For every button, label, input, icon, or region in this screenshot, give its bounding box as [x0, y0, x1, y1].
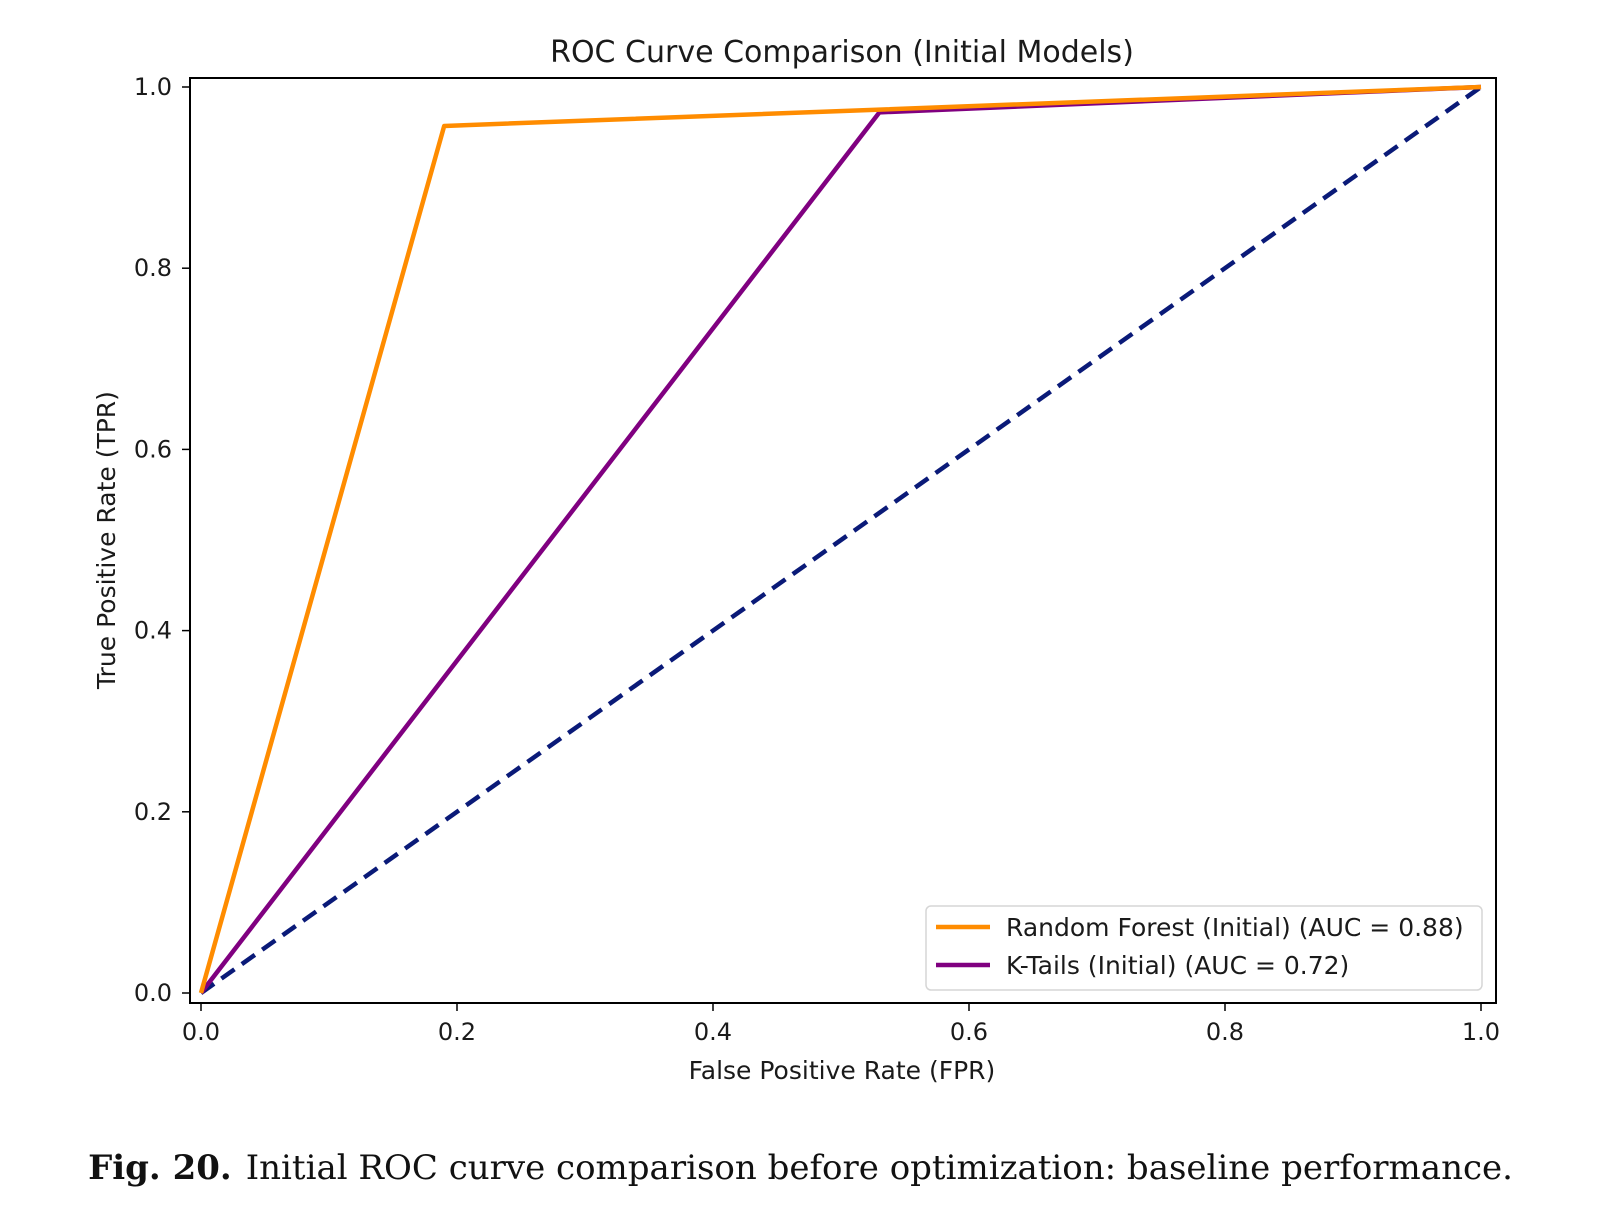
legend-label-k-tails: K-Tails (Initial) (AUC = 0.72) — [1006, 951, 1349, 980]
figure-caption: Fig. 20. Initial ROC curve comparison bef… — [0, 1148, 1601, 1188]
y-tick-label: 1.0 — [134, 73, 172, 101]
x-axis-label: False Positive Rate (FPR) — [689, 1056, 996, 1085]
y-tick-label: 0.0 — [134, 979, 172, 1007]
y-tick-label: 0.2 — [134, 798, 172, 826]
axis-ticks: 0.0 0.2 0.4 0.6 0.8 1.0 0.0 0.2 0.4 0.6 0.8 1.0 — [134, 73, 1500, 1046]
caption-label: Fig. 20. — [88, 1148, 232, 1188]
series-line-chance-diagonal — [199, 85, 1483, 995]
y-tick-label: 0.8 — [134, 254, 172, 282]
legend-box — [925, 905, 1483, 991]
x-tick-label: 0.0 — [182, 1018, 220, 1046]
legend-label-random-forest: Random Forest (Initial) (AUC = 0.88) — [1006, 913, 1464, 942]
series-line-random-forest — [198, 84, 1482, 994]
x-tick-label: 0.8 — [1206, 1018, 1244, 1046]
y-axis-label: True Positive Rate (TPR) — [92, 391, 121, 690]
y-tick-label: 0.6 — [134, 435, 172, 463]
series-lines — [198, 84, 1483, 995]
roc-chart: ROC Curve Comparison (Initial Models) 0.… — [92, 35, 1500, 1085]
chart-title: ROC Curve Comparison (Initial Models) — [550, 35, 1134, 70]
y-tick-label: 0.4 — [134, 617, 172, 645]
caption-text: Initial ROC curve comparison before opti… — [245, 1148, 1513, 1188]
x-tick-label: 0.2 — [438, 1018, 476, 1046]
x-tick-label: 0.6 — [950, 1018, 988, 1046]
x-tick-label: 1.0 — [1462, 1018, 1500, 1046]
x-tick-label: 0.4 — [694, 1018, 732, 1046]
legend: Random Forest (Initial) (AUC = 0.88) K-T… — [925, 905, 1483, 991]
